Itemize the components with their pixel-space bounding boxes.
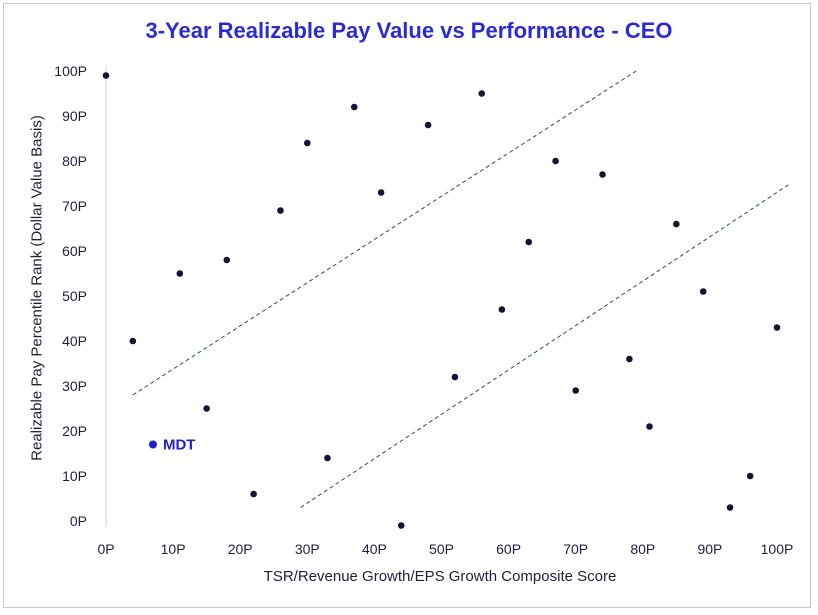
y-tick-label: 20P <box>62 423 87 439</box>
data-point <box>324 454 331 462</box>
data-point <box>223 256 231 264</box>
data-point <box>626 355 633 363</box>
y-tick-label: 40P <box>62 333 87 349</box>
data-point <box>176 270 184 277</box>
x-tick-label: 0P <box>97 541 114 557</box>
x-tick-label: 90P <box>697 541 722 557</box>
data-point <box>599 171 606 178</box>
chart-title: 3-Year Realizable Pay Value vs Performan… <box>145 18 673 43</box>
x-tick-labels: 0P 10P 20P 30P 40P 50P 60P 70P 80P 90P 100P <box>97 541 793 557</box>
x-tick-label: 80P <box>630 541 655 557</box>
data-point <box>746 472 754 480</box>
data-point <box>203 405 210 412</box>
y-tick-label: 70P <box>62 198 87 214</box>
data-point <box>377 189 385 196</box>
y-tick-label: 10P <box>62 468 87 484</box>
data-point <box>451 373 459 381</box>
reference-lines <box>132 70 791 508</box>
x-tick-label: 40P <box>362 541 387 557</box>
x-tick-label: 50P <box>429 541 454 557</box>
highlight-group: MDT <box>148 437 196 454</box>
data-point <box>572 387 579 394</box>
data-point <box>646 423 653 430</box>
x-axis-label: TSR/Revenue Growth/EPS Growth Composite … <box>263 568 617 585</box>
data-point <box>304 139 311 147</box>
data-point <box>498 306 506 313</box>
y-tick-label: 0P <box>70 513 87 529</box>
highlight-label: MDT <box>163 437 196 454</box>
data-point <box>397 522 405 529</box>
chart-frame <box>3 3 811 608</box>
y-tick-label: 60P <box>62 243 87 259</box>
data-point <box>102 72 110 79</box>
x-tick-label: 60P <box>496 541 521 557</box>
data-point <box>350 103 358 111</box>
x-tick-label: 70P <box>563 541 588 557</box>
data-point <box>699 288 707 295</box>
data-point <box>277 207 284 214</box>
y-tick-label: 50P <box>62 288 87 304</box>
data-point <box>773 324 781 331</box>
data-point <box>478 90 486 97</box>
y-tick-label: 80P <box>62 153 87 169</box>
y-tick-label: 90P <box>62 108 87 124</box>
data-point <box>525 238 533 246</box>
y-tick-label: 30P <box>62 378 87 394</box>
data-point <box>250 490 257 498</box>
y-tick-label: 100P <box>54 63 87 79</box>
data-point <box>726 504 734 511</box>
data-point <box>552 157 559 165</box>
x-tick-label: 20P <box>228 541 253 557</box>
data-point <box>129 337 137 345</box>
x-tick-label: 30P <box>295 541 320 557</box>
y-tick-labels: 0P 10P 20P 30P 40P 50P 60P 70P 80P 90P 100P <box>54 63 87 529</box>
x-tick-label: 100P <box>761 541 794 557</box>
reference-line <box>300 183 791 508</box>
highlight-point <box>148 440 157 449</box>
reference-line <box>132 70 637 396</box>
data-point <box>424 121 432 129</box>
x-tick-label: 10P <box>161 541 186 557</box>
data-point <box>673 220 680 228</box>
data-points <box>102 72 781 529</box>
